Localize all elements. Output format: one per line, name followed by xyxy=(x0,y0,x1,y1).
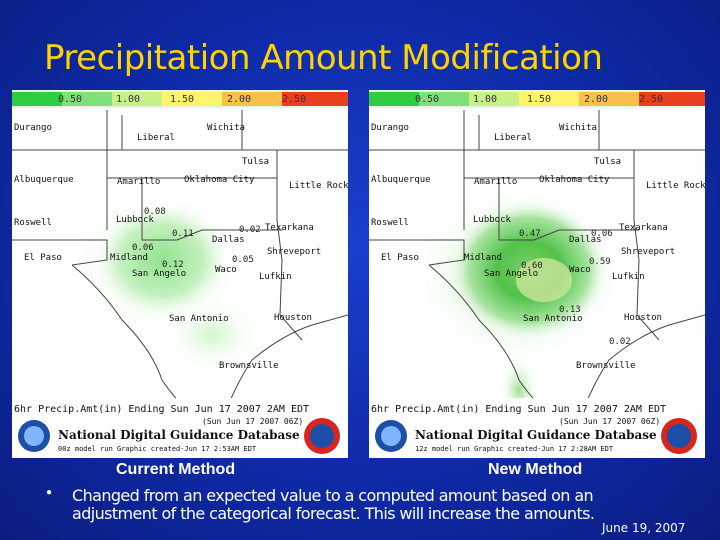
city-label: Roswell xyxy=(14,218,52,228)
city-label: Lubbock xyxy=(473,215,512,225)
precip-value: 0.60 xyxy=(521,261,543,271)
city-label: San Angelo xyxy=(132,269,186,279)
scale-swatch xyxy=(282,92,348,106)
city-label: San Antonio xyxy=(169,314,229,324)
city-label: Tulsa xyxy=(594,157,621,167)
city-label: Little Rock xyxy=(646,181,705,191)
map-model-line: 00z model run Graphic created-Jun 17 2:5… xyxy=(58,445,257,453)
new-method-caption: New Method xyxy=(488,461,583,478)
scale-label: 2.50 xyxy=(639,94,663,105)
city-label: Albuquerque xyxy=(371,175,431,185)
slide-title: Precipitation Amount Modification xyxy=(44,38,603,78)
scale-label: 2.50 xyxy=(282,94,306,105)
scale-label: 2.00 xyxy=(227,94,251,105)
city-label: Shreveport xyxy=(621,247,675,257)
map-database-title: National Digital Guidance Database xyxy=(58,428,300,442)
map-footer-sub: (Sun Jun 17 2007 06Z) xyxy=(202,417,303,426)
scale-swatch xyxy=(62,92,112,106)
precip-value: 0.47 xyxy=(519,229,541,239)
city-label: Oklahoma City xyxy=(184,175,255,185)
scale-swatch xyxy=(112,92,162,106)
city-label: Lufkin xyxy=(259,272,292,282)
city-label: Wichita xyxy=(559,123,597,133)
city-label: Waco xyxy=(215,265,237,275)
precip-map-image: 0.50 1.00 1.50 2.00 2.50 Durango Libe xyxy=(12,90,348,458)
scale-label: 1.50 xyxy=(527,94,551,105)
city-label: Amarillo xyxy=(117,177,160,187)
city-label: Waco xyxy=(569,265,591,275)
current-method-map: 0.50 1.00 1.50 2.00 2.50 Durango Libe xyxy=(12,90,348,458)
precip-value: 0.02 xyxy=(239,225,261,235)
scale-swatch xyxy=(519,92,579,106)
map-footer-sub: (Sun Jun 17 2007 06Z) xyxy=(559,417,660,426)
city-label: Houston xyxy=(274,313,312,323)
precip-map-image: 0.50 1.00 1.50 2.00 2.50 Durango Liberal xyxy=(369,90,705,458)
scale-swatch xyxy=(469,92,519,106)
city-label: Lubbock xyxy=(116,215,155,225)
map-footer: 6hr Precip.Amt(in) Ending Sun Jun 17 200… xyxy=(14,404,309,415)
scale-swatch xyxy=(12,92,62,106)
scale-swatch xyxy=(579,92,639,106)
city-label: San Antonio xyxy=(523,314,583,324)
scale-label: 1.00 xyxy=(116,94,140,105)
precip-value: 0.12 xyxy=(162,260,184,270)
scale-swatch xyxy=(639,92,705,106)
scale-label: 1.00 xyxy=(473,94,497,105)
city-label: Midland xyxy=(110,253,148,263)
city-label: Amarillo xyxy=(474,177,517,187)
bullet-icon: ● xyxy=(46,487,53,498)
city-label: Little Rock xyxy=(289,181,348,191)
precip-value: 0.06 xyxy=(132,243,154,253)
current-method-caption: Current Method xyxy=(116,461,236,478)
city-label: Lufkin xyxy=(612,272,645,282)
city-label: Dallas xyxy=(212,235,245,245)
city-label: Liberal xyxy=(137,133,175,143)
map-model-line: 12z model run Graphic created-Jun 17 2:2… xyxy=(415,445,614,453)
map-footer: 6hr Precip.Amt(in) Ending Sun Jun 17 200… xyxy=(371,404,666,415)
precip-value: 0.06 xyxy=(591,229,613,239)
scale-label: 0.50 xyxy=(415,94,439,105)
city-label: Shreveport xyxy=(267,247,321,257)
precip-value: 0.02 xyxy=(609,337,631,347)
scale-label: 0.50 xyxy=(58,94,82,105)
city-label: Albuquerque xyxy=(14,175,74,185)
city-label: Brownsville xyxy=(219,361,279,371)
scale-label: 1.50 xyxy=(170,94,194,105)
city-label: Tulsa xyxy=(242,157,269,167)
city-label: Roswell xyxy=(371,218,409,228)
precip-value: 0.08 xyxy=(144,207,166,217)
city-label: Brownsville xyxy=(576,361,636,371)
bullet-text: Changed from an expected value to a comp… xyxy=(72,486,595,523)
city-label: San Angelo xyxy=(484,269,538,279)
precip-value: 0.13 xyxy=(559,305,581,315)
city-label: Dallas xyxy=(569,235,602,245)
scale-swatch xyxy=(369,92,419,106)
scale-label: 2.00 xyxy=(584,94,608,105)
map-database-title: National Digital Guidance Database xyxy=(415,428,657,442)
city-label: Midland xyxy=(464,253,502,263)
city-label: Durango xyxy=(371,123,409,133)
precip-value: 0.59 xyxy=(589,257,611,267)
new-method-map: 0.50 1.00 1.50 2.00 2.50 Durango Liberal xyxy=(369,90,705,458)
city-label: Houston xyxy=(624,313,662,323)
scale-swatch xyxy=(222,92,282,106)
city-label: Oklahoma City xyxy=(539,175,610,185)
slide-date: June 19, 2007 xyxy=(602,521,686,535)
city-label: El Paso xyxy=(381,253,419,263)
city-label: Texarkana xyxy=(265,223,314,233)
city-label: Durango xyxy=(14,123,52,133)
city-label: Texarkana xyxy=(619,223,668,233)
city-label: Liberal xyxy=(494,133,532,143)
city-label: Wichita xyxy=(207,123,245,133)
scale-swatch xyxy=(162,92,222,106)
precip-value: 0.05 xyxy=(232,255,254,265)
city-label: El Paso xyxy=(24,253,62,263)
scale-swatch xyxy=(419,92,469,106)
precip-value: 0.11 xyxy=(172,229,194,239)
